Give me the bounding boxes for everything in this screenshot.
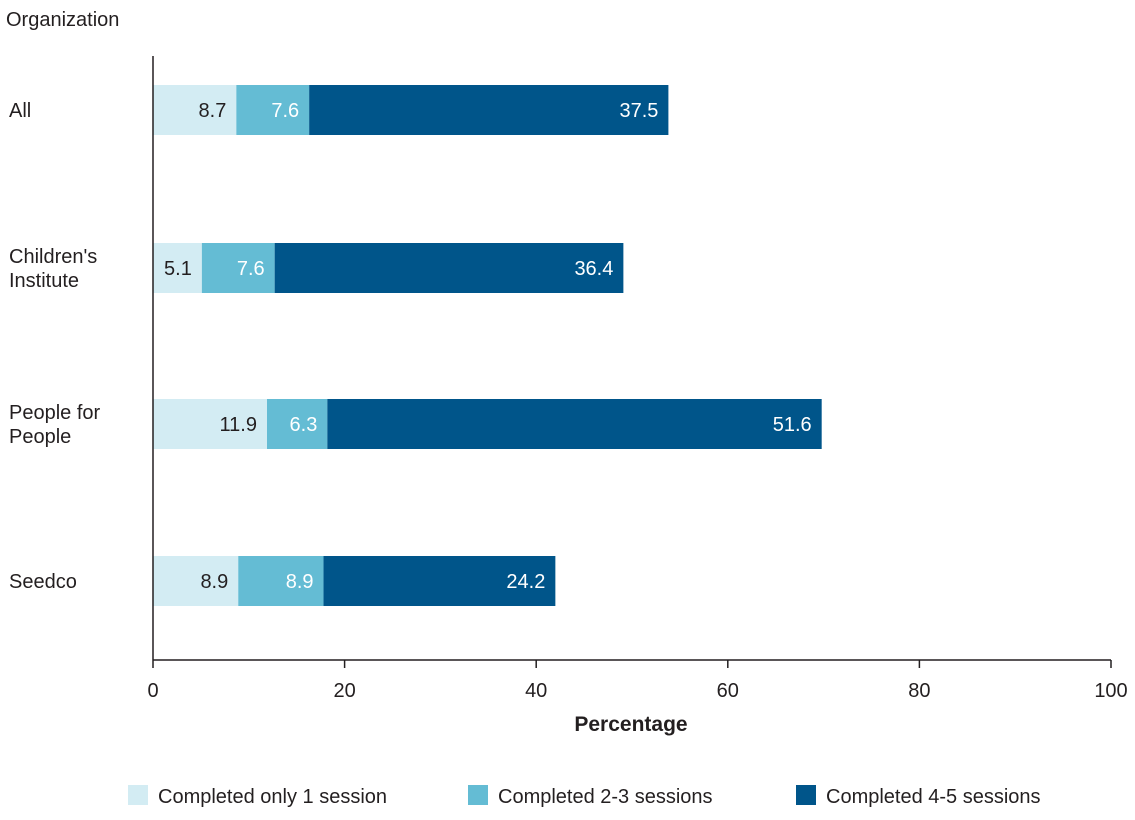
- bar-segment: [201, 243, 275, 293]
- bar-segment: [153, 243, 202, 293]
- bar-segment: [153, 556, 239, 606]
- bar-value-label: 6.3: [290, 414, 318, 436]
- x-tick-label: 100: [1094, 680, 1127, 702]
- bar-value-label: 7.6: [237, 258, 265, 280]
- x-ticks: 0 20 40 60 80 100: [147, 660, 1128, 702]
- bar-labels: 8.7 7.6 37.5 5.1 7.6 36.4 11.9 6.3 51.6 8.9 8.9 24.…: [164, 100, 812, 593]
- y-axis-title: Organization: [6, 9, 119, 31]
- x-axis-title: Percentage: [574, 713, 687, 736]
- bar-segment: [309, 85, 669, 135]
- bar-segment: [238, 556, 324, 606]
- bar-value-label: 7.6: [271, 100, 299, 122]
- legend-label: Completed only 1 session: [158, 786, 387, 808]
- category-label: All: [9, 100, 31, 122]
- legend-label: Completed 2-3 sessions: [498, 786, 713, 808]
- bar-value-label: 36.4: [574, 258, 613, 280]
- x-tick-label: 60: [717, 680, 739, 702]
- bar-value-label: 11.9: [220, 414, 257, 436]
- legend-swatch: [796, 785, 816, 805]
- x-tick-label: 0: [147, 680, 158, 702]
- bar-segment: [323, 556, 556, 606]
- bars: [153, 85, 822, 606]
- legend: Completed only 1 session Completed 2-3 se…: [128, 785, 1041, 808]
- bar-segment: [327, 399, 822, 449]
- legend-label: Completed 4-5 sessions: [826, 786, 1041, 808]
- bar-value-label: 51.6: [773, 414, 812, 436]
- legend-swatch: [128, 785, 148, 805]
- bar-value-label: 8.7: [199, 100, 227, 122]
- bar-segment: [274, 243, 624, 293]
- legend-swatch: [468, 785, 488, 805]
- bar-segment: [267, 399, 328, 449]
- bar-value-label: 8.9: [200, 571, 228, 593]
- bar-segment: [236, 85, 310, 135]
- x-tick-label: 80: [908, 680, 930, 702]
- bar-segment: [153, 85, 237, 135]
- bar-value-label: 37.5: [619, 100, 658, 122]
- bar-value-label: 8.9: [286, 571, 314, 593]
- category-label: People: [9, 426, 71, 448]
- x-tick-label: 20: [333, 680, 355, 702]
- x-tick-label: 40: [525, 680, 547, 702]
- category-label: Seedco: [9, 571, 77, 593]
- axes: [152, 56, 1111, 661]
- bar-value-label: 5.1: [164, 258, 192, 280]
- bar-segment: [153, 399, 268, 449]
- bar-value-label: 24.2: [506, 571, 545, 593]
- category-label: People for: [9, 402, 101, 424]
- category-label: Children's: [9, 246, 97, 268]
- category-label: Institute: [9, 270, 79, 292]
